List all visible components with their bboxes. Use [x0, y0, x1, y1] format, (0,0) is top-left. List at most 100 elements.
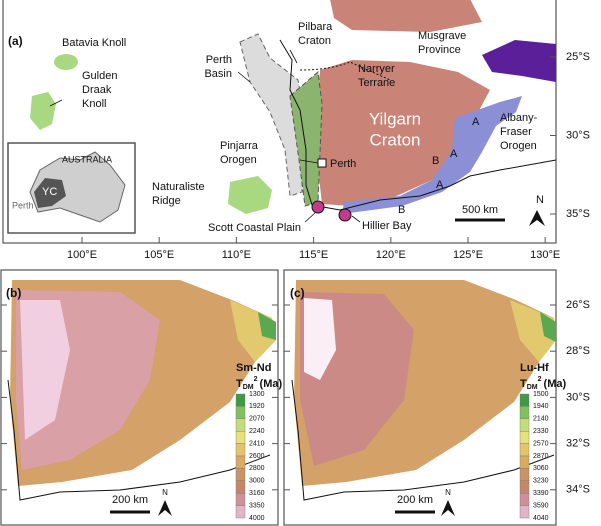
lon-label: 100°E: [67, 249, 97, 261]
batavia-knoll-shape: [54, 54, 78, 70]
legend-swatch: [235, 406, 246, 419]
lat-label: 35°S: [566, 208, 590, 220]
legend-value: 1920: [249, 403, 265, 410]
perth-marker: [317, 158, 327, 168]
legend-value: 2240: [249, 428, 265, 435]
feature-label: Province: [418, 44, 461, 56]
legend-swatch: [519, 418, 530, 432]
inset-label: YC: [42, 186, 57, 198]
scale-label: 500 km: [462, 204, 498, 216]
lat-label: 28°S: [566, 345, 590, 357]
legend-swatch: [519, 505, 530, 519]
legend-value: 2330: [533, 428, 549, 435]
panel-label: (c): [290, 286, 305, 300]
feature-label: Draak: [82, 84, 112, 96]
legend-swatch: [235, 431, 246, 444]
legend-swatch: [235, 443, 246, 457]
feature-label: Gulden: [82, 70, 117, 82]
legend-value: 2570: [533, 440, 549, 447]
legend-unit-part: T: [236, 378, 243, 390]
feature-label: Narryer: [358, 63, 395, 75]
legend-swatch: [235, 480, 246, 494]
legend-unit-part: T: [520, 378, 527, 390]
legend-value: 2800: [249, 465, 265, 472]
feature-label: Albany-: [500, 112, 538, 124]
legend-title: Lu-Hf: [520, 362, 549, 374]
feature-label: Orogen: [220, 154, 257, 166]
inset-label: AUSTRALIA: [62, 154, 112, 164]
model-youngest: [540, 312, 556, 342]
legend-swatch: [235, 493, 246, 506]
feature-label: Craton: [298, 35, 331, 47]
feature-label: Scott Coastal Plain: [208, 222, 301, 234]
yilgarn-region: [316, 60, 490, 206]
legend-value: 3000: [249, 478, 265, 485]
lon-label: 110°E: [222, 249, 251, 261]
coastline: [279, 39, 557, 211]
legend-value: 4040: [533, 515, 549, 522]
feature-label: Hillier Bay: [362, 220, 412, 232]
legend-title: Sm-Nd: [236, 362, 271, 374]
gulden-draak-shape: [30, 92, 56, 130]
model-young: [230, 300, 276, 362]
leader-lines: [49, 49, 361, 223]
legend-value: 2070: [249, 416, 265, 423]
lat-label: 30°S: [566, 391, 590, 403]
legend-swatch: [519, 443, 530, 457]
north-arrow-a: [529, 210, 545, 226]
model-oldest: [304, 298, 336, 380]
legend-value: 3230: [533, 478, 549, 485]
model-b: [10, 280, 276, 486]
legend-value: 4000: [249, 515, 265, 522]
feature-label: Perth: [330, 158, 356, 170]
feature-label: Ridge: [152, 195, 181, 207]
scale-label: 200 km: [397, 494, 433, 506]
legend-value: 3060: [533, 465, 549, 472]
legend-swatch: [519, 393, 530, 407]
panel-label: (b): [6, 286, 21, 300]
feature-label: Fraser: [500, 126, 532, 138]
inset-label: Perth: [12, 200, 34, 210]
site-marker: [311, 200, 325, 214]
feature-label: Naturaliste: [152, 181, 205, 193]
feature-label: Terrane: [358, 77, 395, 89]
legend-swatch: [519, 406, 530, 419]
musgrave-region: [482, 40, 556, 82]
panel-label: (a): [8, 34, 23, 48]
legend-swatch: [519, 493, 530, 506]
legend-swatch: [235, 468, 246, 481]
legend-value: 1940: [533, 403, 549, 410]
legend-unit: TDM2 (Ma): [520, 376, 566, 391]
lat-label: 34°S: [566, 484, 590, 496]
feature-label: Yilgarn: [369, 109, 421, 128]
feature-label: Batavia Knoll: [62, 37, 126, 49]
legend-value: 3390: [533, 490, 549, 497]
zone-label: A: [436, 179, 444, 191]
naturaliste-shape: [228, 176, 272, 214]
scale-label: 200 km: [112, 494, 148, 506]
legend-swatch: [519, 468, 530, 481]
north-label: N: [445, 488, 451, 497]
lat-label: 26°S: [566, 299, 590, 311]
feature-label: Orogen: [500, 140, 537, 152]
model-oldest: [20, 300, 70, 440]
legend-unit-part: DM: [527, 384, 538, 391]
feature-label: Basin: [204, 68, 232, 80]
zone-label: A: [472, 116, 480, 128]
north-arrow-c: [441, 500, 455, 516]
north-label: N: [162, 488, 168, 497]
lon-label: 130°E: [530, 249, 560, 261]
legend-value: 3160: [249, 490, 265, 497]
legend-value: 1500: [533, 391, 549, 398]
legend-value: 3350: [249, 502, 265, 509]
north-arrow-b: [158, 500, 172, 516]
lat-label: 30°S: [566, 129, 590, 141]
legend-value: 1300: [249, 391, 265, 398]
model-youngest: [258, 312, 276, 340]
legend-unit-part: DM: [243, 384, 254, 391]
legend-value: 3590: [533, 502, 549, 509]
feature-label: Craton: [369, 130, 420, 149]
albany-fraser-region: [342, 96, 522, 214]
legend-unit-part: (Ma): [544, 378, 567, 390]
